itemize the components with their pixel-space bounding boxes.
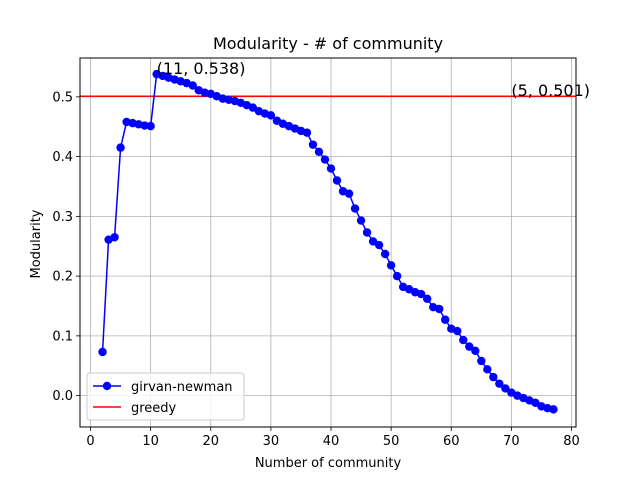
legend-greedy-label: greedy (131, 401, 177, 416)
y-tick-label: 0.2 (52, 270, 73, 285)
girvan-newman-point (326, 164, 336, 173)
x-tick-label: 20 (202, 434, 219, 449)
x-tick-label: 80 (563, 434, 580, 449)
girvan-newman-point (380, 249, 390, 259)
girvan-newman-point (459, 335, 468, 345)
girvan-newman-point (549, 405, 558, 414)
girvan-newman-point (441, 315, 450, 324)
girvan-newman-point (362, 228, 372, 237)
legend: girvan-newman greedy (86, 372, 245, 421)
girvan-newman-point (435, 304, 444, 314)
y-tick-label: 0.0 (52, 389, 73, 404)
girvan-newman-point (146, 121, 155, 131)
legend-girvan-newman-marker (102, 381, 112, 391)
girvan-newman-point (266, 111, 276, 120)
x-tick-label: 50 (383, 434, 400, 449)
girvan-newman-point (302, 128, 312, 137)
y-tick-label: 0.4 (52, 150, 73, 165)
y-axis-label: Modularity (29, 209, 44, 278)
y-tick-label: 0.1 (52, 329, 73, 344)
girvan-newman-point (483, 365, 492, 374)
legend-box (86, 372, 245, 421)
girvan-newman-point (308, 140, 318, 149)
tick-layer: 0 10 20 30 40 50 60 70 80 0.0 0.1 0.2 0.3 0.4 0.5 (52, 90, 579, 449)
x-tick-label: 40 (323, 434, 340, 449)
girvan-newman-point (416, 289, 426, 299)
girvan-newman-point (320, 155, 330, 164)
x-tick-label: 0 (86, 434, 94, 449)
girvan-newman-point (489, 372, 498, 382)
girvan-newman-point (314, 147, 324, 157)
x-tick-label: 30 (263, 434, 280, 449)
y-tick-label: 0.3 (52, 210, 73, 225)
y-tick-label: 0.5 (52, 90, 73, 105)
girvan-newman-point (477, 356, 486, 366)
girvan-newman-point (356, 216, 366, 225)
girvan-newman-point (344, 189, 354, 198)
girvan-newman-point (495, 379, 504, 388)
x-tick-label: 70 (503, 434, 520, 449)
plot-frame (79, 57, 577, 428)
girvan-newman-point (501, 384, 510, 393)
girvan-newman-point (98, 347, 107, 357)
x-tick-label: 60 (443, 434, 460, 449)
girvan-newman-point (386, 261, 396, 270)
annotation-label: (11, 0.538) (157, 59, 246, 78)
annotation-layer: (11, 0.538) (5, 0.501) (157, 59, 590, 100)
annotation-label: (5, 0.501) (511, 81, 590, 100)
girvan-newman-series (98, 69, 558, 414)
girvan-newman-point (423, 294, 432, 304)
legend-girvan-newman-label: girvan-newman (131, 380, 233, 395)
girvan-newman-point (110, 233, 119, 242)
girvan-newman-point (350, 204, 360, 213)
girvan-newman-point (332, 176, 342, 185)
girvan-newman-point (471, 346, 480, 356)
girvan-newman-point (465, 342, 474, 351)
girvan-newman-point (453, 326, 462, 336)
girvan-newman-point (392, 271, 402, 281)
x-tick-label: 10 (142, 434, 159, 449)
girvan-newman-point (116, 143, 125, 152)
girvan-newman-point (374, 240, 384, 250)
girvan-newman-point (188, 81, 197, 90)
x-axis-label: Number of community (255, 456, 402, 471)
chart-title: Modularity - # of community (213, 34, 443, 53)
